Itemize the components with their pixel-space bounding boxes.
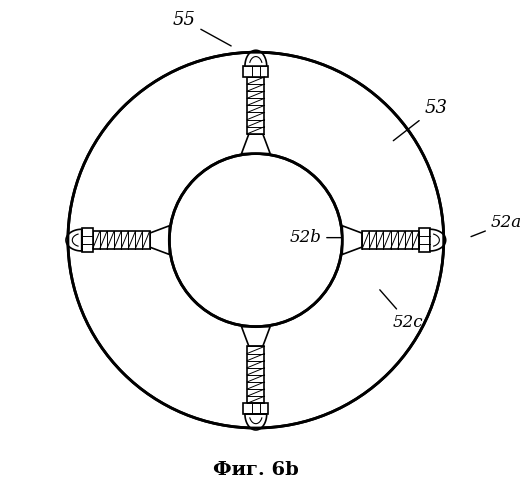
Polygon shape <box>343 226 363 255</box>
Bar <box>247 346 265 404</box>
Polygon shape <box>343 226 362 254</box>
Polygon shape <box>150 226 169 254</box>
Polygon shape <box>430 229 446 251</box>
Bar <box>82 228 93 252</box>
Text: 53: 53 <box>393 99 447 140</box>
Polygon shape <box>242 134 270 154</box>
Bar <box>93 232 150 249</box>
Text: 52c: 52c <box>380 290 424 331</box>
Polygon shape <box>149 226 169 255</box>
Polygon shape <box>245 414 267 430</box>
Text: 55: 55 <box>173 11 231 46</box>
Text: 52b: 52b <box>289 229 345 246</box>
Circle shape <box>68 52 444 428</box>
Circle shape <box>68 52 444 428</box>
Polygon shape <box>66 229 82 251</box>
Bar <box>244 404 268 414</box>
Circle shape <box>169 154 343 326</box>
Bar <box>244 66 268 77</box>
Polygon shape <box>245 50 267 66</box>
Bar <box>362 232 419 249</box>
Text: Фиг. 6b: Фиг. 6b <box>213 461 299 479</box>
Bar <box>419 228 430 252</box>
Polygon shape <box>242 326 270 346</box>
Text: 52a: 52a <box>471 214 522 236</box>
Polygon shape <box>241 133 271 154</box>
Bar <box>247 77 265 134</box>
Polygon shape <box>241 326 271 347</box>
